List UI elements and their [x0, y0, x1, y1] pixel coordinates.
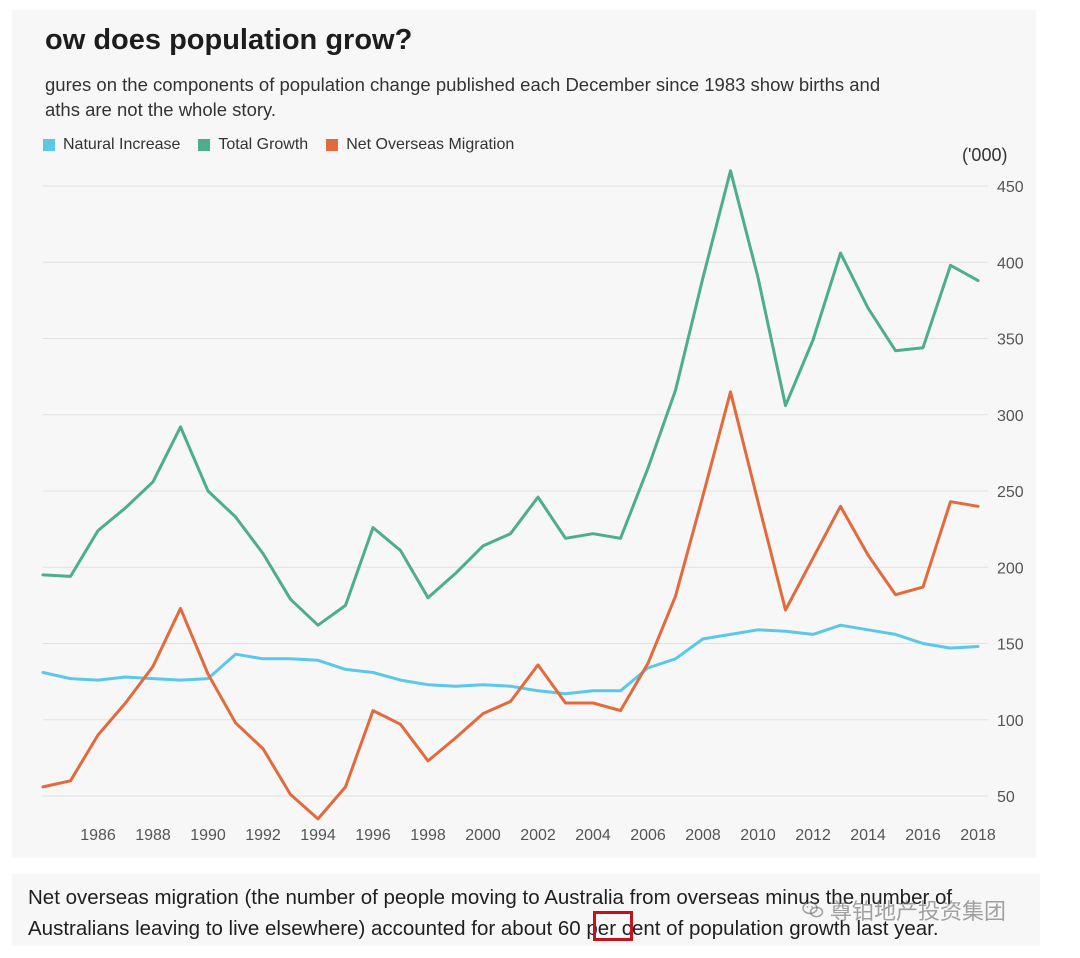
- legend-swatch: [198, 139, 211, 151]
- y-tick-label: 450: [997, 179, 1024, 196]
- y-tick-label: 50: [997, 789, 1015, 806]
- y-tick-label: 300: [997, 408, 1024, 425]
- x-tick-label: 2010: [740, 827, 776, 844]
- y-tick-label: 350: [997, 332, 1024, 349]
- legend-item: Total Growth: [198, 136, 308, 154]
- legend-swatch: [326, 139, 339, 151]
- x-tick-label: 2000: [465, 827, 501, 844]
- legend-label: Net Overseas Migration: [346, 136, 515, 153]
- watermark: 尊铂地产投资集团: [802, 894, 1006, 926]
- legend-label: Natural Increase: [63, 136, 181, 153]
- x-tick-label: 2014: [850, 827, 886, 844]
- x-tick-label: 2008: [685, 827, 721, 844]
- x-tick-label: 2006: [630, 827, 666, 844]
- x-tick-label: 2016: [905, 827, 941, 844]
- caption-line-2-end: per cent of population growth last year.: [580, 917, 939, 940]
- y-tick-label: 150: [997, 637, 1024, 654]
- x-tick-label: 1988: [135, 827, 171, 844]
- series-line: [41, 169, 980, 627]
- x-tick-label: 2012: [795, 827, 831, 844]
- x-tick-label: 2018: [960, 827, 996, 844]
- chart-title: ow does population grow?: [45, 24, 413, 56]
- watermark-text: 尊铂地产投资集团: [830, 899, 1007, 924]
- x-tick-label: 1996: [355, 827, 391, 844]
- x-tick-label: 1990: [190, 827, 226, 844]
- caption-line-1: Net overseas migration (the number of pe…: [28, 886, 953, 909]
- x-tick-label: 1992: [245, 827, 281, 844]
- chart-subtitle: gures on the components of population ch…: [45, 72, 1005, 122]
- caption-line-2-start: Australians leaving to live elsewhere) a…: [28, 917, 558, 940]
- y-tick-label: 100: [997, 713, 1024, 730]
- y-axis-unit: ('000): [962, 145, 1008, 165]
- x-tick-label: 1986: [80, 827, 116, 844]
- subtitle-line: aths are not the whole story.: [45, 99, 277, 120]
- y-tick-label: 400: [997, 255, 1024, 272]
- x-tick-label: 2004: [575, 827, 611, 844]
- x-tick-label: 1994: [300, 827, 336, 844]
- caption-box: Net overseas migration (the number of pe…: [12, 874, 1040, 946]
- subtitle-line: gures on the components of population ch…: [45, 74, 881, 95]
- legend-label: Total Growth: [218, 136, 309, 153]
- caption-highlight-value: 60: [557, 917, 581, 940]
- y-tick-label: 200: [997, 560, 1024, 577]
- highlight-box: [593, 911, 633, 941]
- chart-panel: 50 100 150 200 250 300 350 400 450 1986 1988 1990 19…: [12, 10, 1036, 858]
- series-line: [41, 623, 980, 696]
- chart-plot: 50 100 150 200 250 300 350 400 450 1986 1988 1990 19…: [41, 169, 1024, 844]
- y-tick-label: 250: [997, 484, 1024, 501]
- caption-text: Net overseas migration (the number of pe…: [28, 882, 1038, 944]
- wechat-icon: [802, 901, 824, 918]
- legend-swatch: [43, 139, 55, 151]
- x-tick-label: 1998: [410, 827, 446, 844]
- series-line: [41, 390, 980, 821]
- legend-item: Net Overseas Migration: [326, 136, 514, 154]
- legend-item: Natural Increase: [43, 136, 180, 154]
- x-tick-label: 2002: [520, 827, 556, 844]
- chart-legend: Natural Increase Total Growth Net Overseas…: [43, 136, 532, 154]
